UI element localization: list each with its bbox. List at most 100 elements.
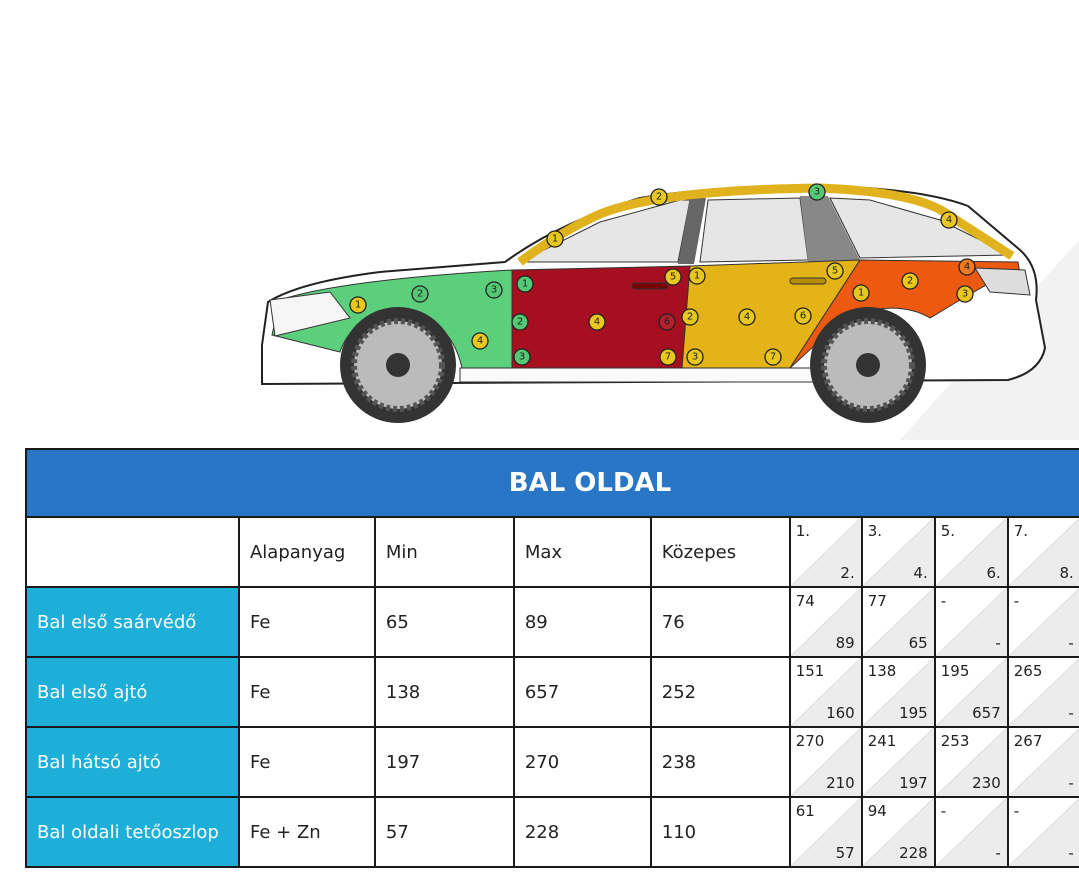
pair-top: 270 xyxy=(795,732,825,750)
pillar xyxy=(678,198,706,264)
pair-cell: 7. 8. xyxy=(1006,516,1079,588)
pair-top: 94 xyxy=(867,802,887,820)
pair-bottom: 228 xyxy=(899,844,928,862)
pair-bottom: 2. xyxy=(840,564,855,582)
pair-bottom: 4. xyxy=(913,564,928,582)
headlight xyxy=(269,291,351,337)
pair-bottom: - xyxy=(1068,844,1074,862)
cell: Fe xyxy=(237,726,376,798)
door-handle xyxy=(789,277,827,285)
marker xyxy=(546,230,564,248)
pair-top: 151 xyxy=(795,662,825,680)
marker xyxy=(485,281,503,299)
marker xyxy=(511,313,529,331)
cell: 89 xyxy=(512,586,652,658)
pair-cell: 267 - xyxy=(1006,726,1079,798)
header-cell: Max xyxy=(512,516,652,588)
cell: 138 xyxy=(373,656,515,728)
door-handle xyxy=(631,282,669,290)
marker-label: 1 xyxy=(355,300,361,311)
marker-label: 2 xyxy=(687,312,693,323)
car-diagram: 1 2 3 4 1 2 3 4 5 6 7 1 2 3 4 5 6 7 1 2 3 4 1 2 3 4 xyxy=(261,183,1079,440)
marker-label: 3 xyxy=(814,187,820,198)
pair-top: - xyxy=(940,592,947,610)
pair-bottom: 6. xyxy=(986,564,1001,582)
rear-wheel xyxy=(810,307,926,423)
pair-top: 241 xyxy=(867,732,897,750)
marker xyxy=(686,348,704,366)
front-wheel xyxy=(340,307,456,423)
marker xyxy=(764,348,782,366)
pair-top: 195 xyxy=(940,662,970,680)
roof-pillar-panel xyxy=(517,183,1015,266)
pair-bottom: 195 xyxy=(899,704,928,722)
marker-label: 1 xyxy=(694,271,700,282)
marker-label: 2 xyxy=(907,276,913,287)
pair-top: 7. xyxy=(1013,522,1029,540)
marker xyxy=(650,188,668,206)
marker-label: 7 xyxy=(770,352,776,363)
data-row: Bal oldali tetőoszlop Fe + Zn 57 228 110 61 57… xyxy=(25,796,1079,868)
pair-cell: 3. 4. xyxy=(860,516,936,588)
header-cell xyxy=(25,516,240,588)
marker xyxy=(513,348,531,366)
pair-cell: 151 160 xyxy=(788,656,863,728)
marker xyxy=(471,332,489,350)
row-name: Bal első ajtó xyxy=(25,656,240,728)
pair-cell: -- xyxy=(933,586,1009,658)
pair-top: - xyxy=(1013,592,1020,610)
pair-bottom: 160 xyxy=(826,704,855,722)
pair-cell: -- xyxy=(1006,586,1079,658)
pair-top: 61 xyxy=(795,802,815,820)
marker-label: 5 xyxy=(832,266,838,277)
pair-cell: 253 230 xyxy=(933,726,1009,798)
marker-label: 1 xyxy=(552,234,558,245)
pair-top: 265 xyxy=(1013,662,1043,680)
marker-label: 4 xyxy=(477,336,483,347)
marker-label: 6 xyxy=(800,311,806,322)
marker xyxy=(658,313,676,331)
marker-label: 4 xyxy=(946,215,952,226)
marker xyxy=(688,267,706,285)
marker-label: 3 xyxy=(519,352,525,363)
pair-top: 77 xyxy=(867,592,887,610)
pair-top: - xyxy=(940,802,947,820)
pair-top: 138 xyxy=(867,662,897,680)
pair-bottom: - xyxy=(1068,704,1074,722)
cell: 197 xyxy=(373,726,515,798)
pair-bottom: 230 xyxy=(972,774,1001,792)
cell: 270 xyxy=(512,726,652,798)
pair-cell: 74 89 xyxy=(788,586,863,658)
marker-label: 2 xyxy=(517,317,523,328)
pair-top: 74 xyxy=(795,592,815,610)
table: BAL OLDAL Alapanyag Min Max Közepes 1. 2. 3. 4. 5… xyxy=(25,448,1079,868)
marker xyxy=(411,285,429,303)
sill xyxy=(459,367,821,383)
cell: 238 xyxy=(649,726,791,798)
cell: Fe xyxy=(237,586,376,658)
marker xyxy=(940,211,958,229)
pair-cell: 77 65 xyxy=(860,586,936,658)
markers: 1 2 3 4 1 2 3 4 5 6 7 1 2 3 4 5 6 7 1 2 3 4 1 2 3 4 xyxy=(349,183,976,366)
table-wrap: BAL OLDAL Alapanyag Min Max Közepes 1. 2. 3. 4. 5… xyxy=(25,448,1079,881)
pair-bottom: 210 xyxy=(826,774,855,792)
pair-cell: -- xyxy=(1006,796,1079,868)
header-cell: Alapanyag xyxy=(237,516,376,588)
pair-top: 1. xyxy=(795,522,811,540)
cell: 228 xyxy=(512,796,652,868)
marker-label: 7 xyxy=(665,352,671,363)
marker xyxy=(738,308,756,326)
pair-cell: 61 57 xyxy=(788,796,863,868)
data-row: Bal hátsó ajtó Fe 197 270 238 270 210 241 197 253… xyxy=(25,726,1079,798)
pair-cell: 241 197 xyxy=(860,726,936,798)
row-name: Bal hátsó ajtó xyxy=(25,726,240,798)
marker-label: 3 xyxy=(692,352,698,363)
pair-cell: 138 195 xyxy=(860,656,936,728)
title-row: BAL OLDAL xyxy=(25,448,1079,518)
row-name: Bal első saárvédő xyxy=(25,586,240,658)
marker xyxy=(958,258,976,276)
pair-cell: 5. 6. xyxy=(933,516,1009,588)
marker xyxy=(794,307,812,325)
